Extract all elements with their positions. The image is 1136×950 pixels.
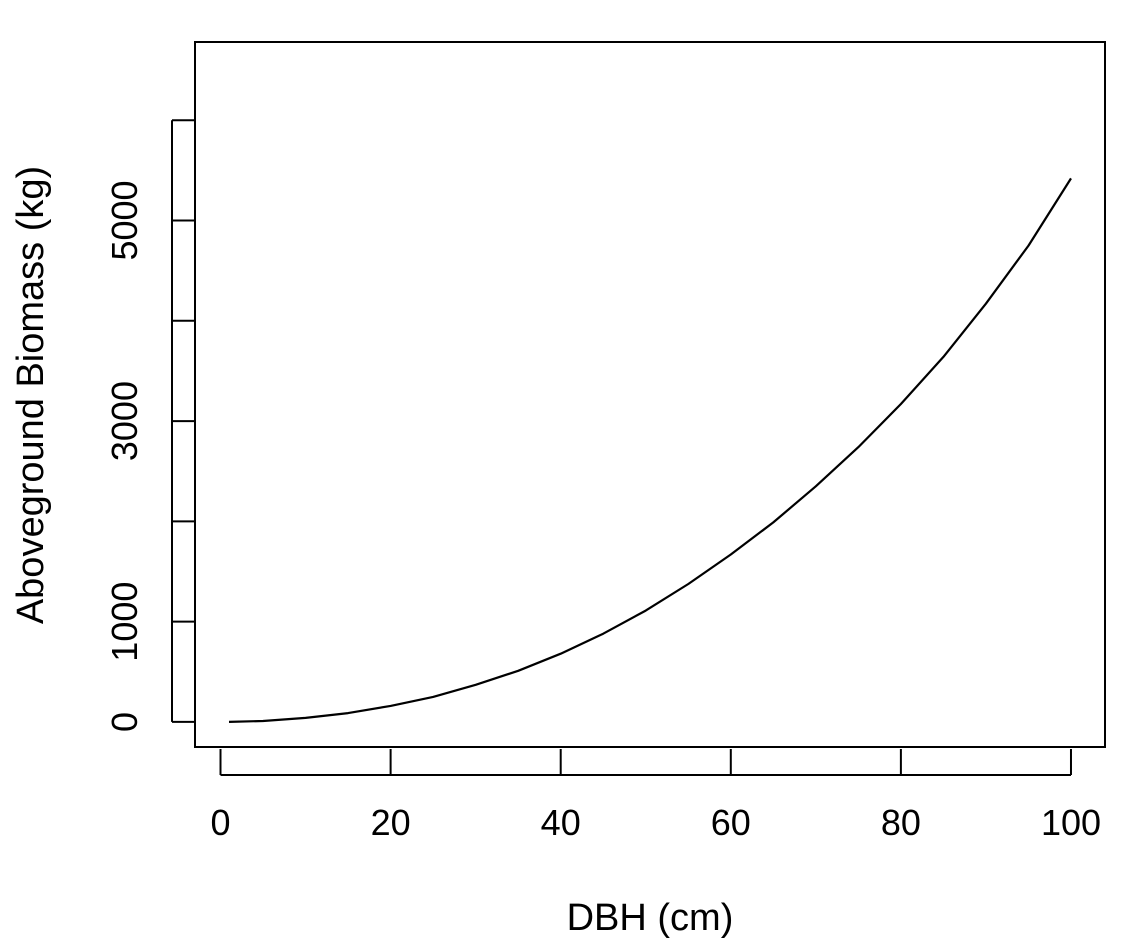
- x-tick-label: 100: [1041, 802, 1101, 843]
- y-tick-label: 5000: [104, 180, 145, 260]
- x-tick-label: 20: [371, 802, 411, 843]
- y-tick-label: 0: [104, 712, 145, 732]
- x-axis: 0 20 40 60 80 100: [210, 749, 1101, 843]
- x-tick-label: 0: [210, 802, 230, 843]
- series-layer: [228, 177, 1072, 723]
- x-tick-label: 60: [711, 802, 751, 843]
- plot-frame: [194, 41, 1106, 748]
- y-axis: 0 1000 3000 5000: [104, 119, 196, 732]
- y-axis-title: Aboveground Biomass (kg): [10, 166, 52, 624]
- x-axis-title: DBH (cm): [567, 897, 734, 939]
- biomass-curve: [228, 177, 1072, 723]
- y-tick-label: 1000: [104, 582, 145, 662]
- x-tick-label: 80: [881, 802, 921, 843]
- y-tick-label: 3000: [104, 381, 145, 461]
- x-tick-label: 40: [541, 802, 581, 843]
